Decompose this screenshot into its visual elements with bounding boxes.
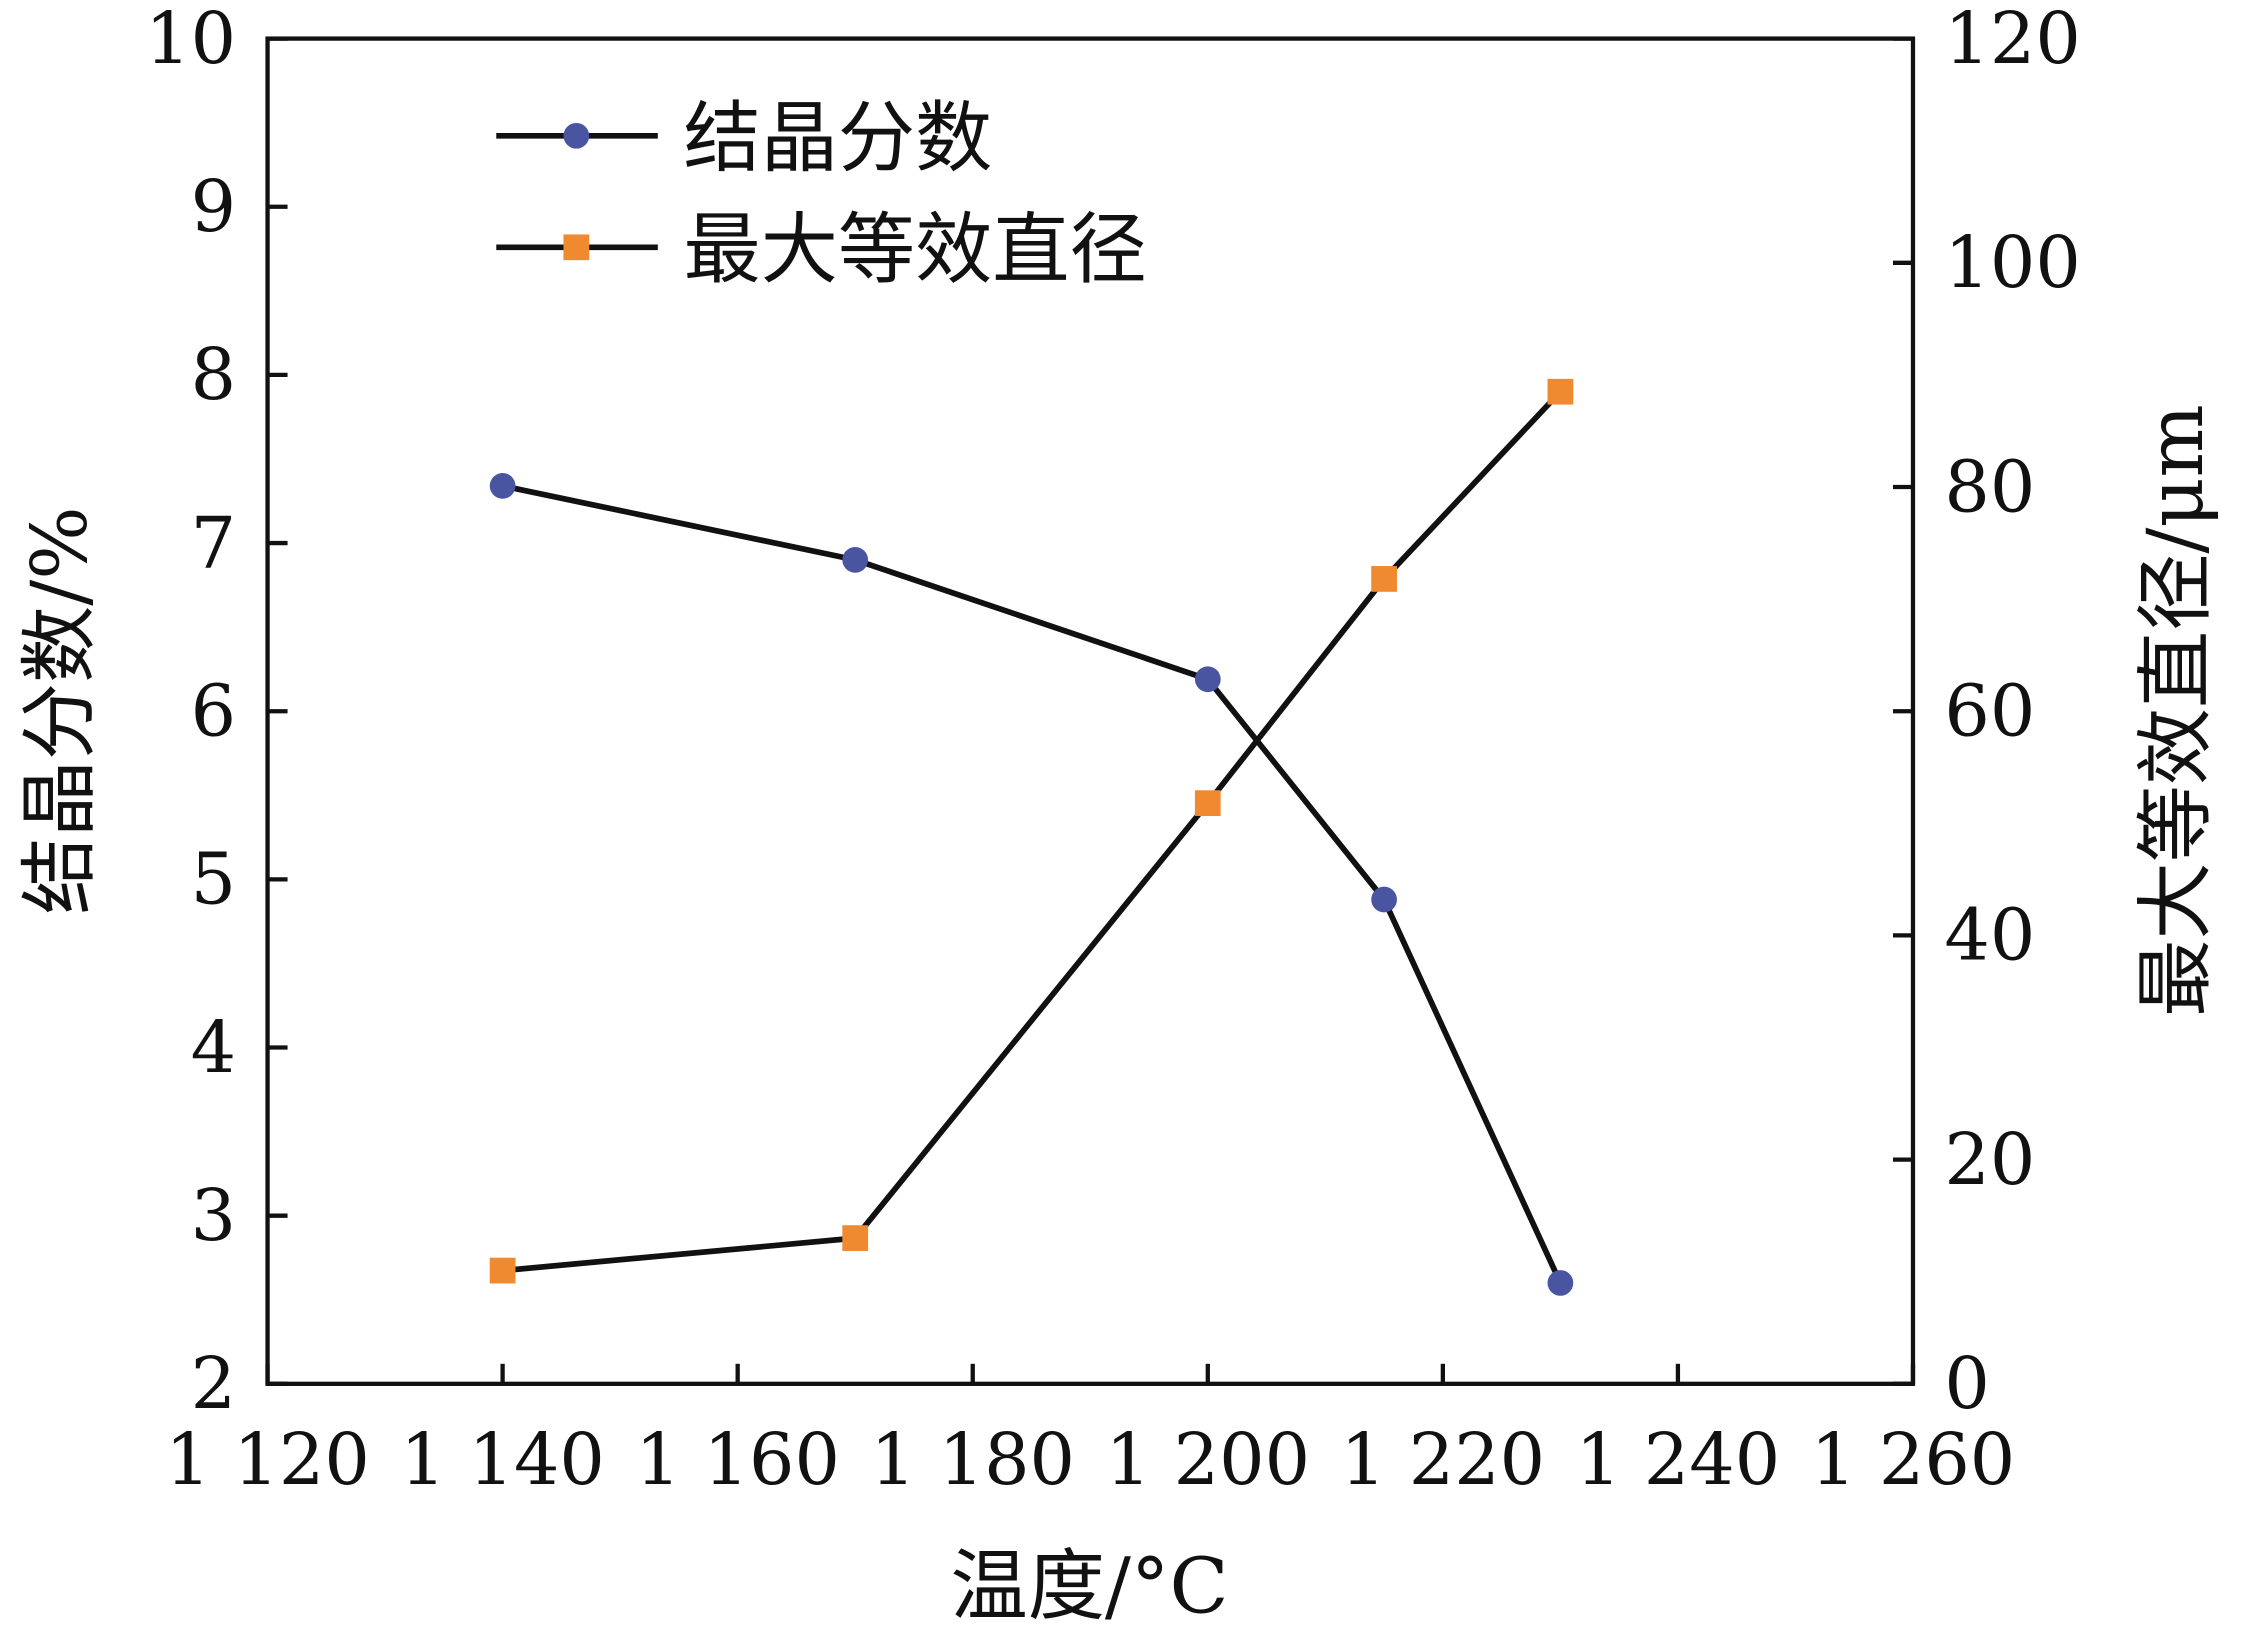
x-tick-label: 1 120: [165, 1418, 370, 1501]
x-tick-label: 1 160: [635, 1418, 840, 1501]
axes: 1 120 1 140 1 160 1 180 1 200 1 220 1 240 1 260…: [145, 0, 2081, 1501]
circle-marker: [1547, 1270, 1574, 1296]
square-marker: [1547, 378, 1574, 405]
y-tick-label: 9: [191, 165, 236, 248]
y2-tick-label: 60: [1944, 670, 2035, 753]
y2-tick-label: 120: [1944, 0, 2080, 80]
y-tick-label: 4: [191, 1006, 236, 1089]
x-tick-label: 1 260: [1811, 1418, 2016, 1501]
series-line: [502, 483, 1563, 1285]
legend-label: 结晶分数: [684, 93, 993, 183]
y-axis-label: 结晶分数/%: [15, 506, 105, 914]
x-axis-label: 温度/°C: [951, 1542, 1229, 1632]
y-tick-label: 8: [191, 333, 236, 416]
square-marker: [1371, 566, 1397, 592]
y-tick-label: 5: [191, 838, 236, 921]
y2-axis-label: 最大等效直径/μm: [2131, 404, 2221, 1016]
y-tick-label: 6: [191, 670, 236, 753]
series-layer: [489, 378, 1574, 1296]
circle-marker: [489, 473, 516, 499]
x-tick-label: 1 240: [1576, 1418, 1781, 1501]
legend-marker: [563, 234, 590, 261]
y-tick-label: 3: [191, 1174, 236, 1257]
square-marker: [1194, 790, 1221, 817]
y2-tick-label: 100: [1944, 221, 2080, 304]
square-marker: [842, 1225, 869, 1251]
y2-tick-label: 80: [1944, 445, 2035, 528]
y-tick-label: 10: [145, 0, 236, 80]
y-tick-label: 7: [191, 501, 236, 584]
y-tick-label: 2: [191, 1342, 236, 1425]
series-line: [502, 389, 1563, 1274]
legend-marker: [563, 122, 590, 149]
y2-tick-label: 40: [1944, 894, 2035, 977]
circle-marker: [842, 547, 869, 573]
legend-label: 最大等效直径: [684, 205, 1147, 295]
x-tick-label: 1 180: [870, 1418, 1075, 1501]
square-marker: [489, 1257, 516, 1284]
y2-tick-label: 0: [1944, 1342, 1989, 1425]
x-tick-label: 1 220: [1341, 1418, 1546, 1501]
x-tick-label: 1 140: [400, 1418, 605, 1501]
circle-marker: [1194, 666, 1221, 693]
y2-tick-label: 20: [1944, 1118, 2035, 1201]
x-tick-label: 1 200: [1105, 1418, 1310, 1501]
circle-marker: [1371, 886, 1397, 913]
